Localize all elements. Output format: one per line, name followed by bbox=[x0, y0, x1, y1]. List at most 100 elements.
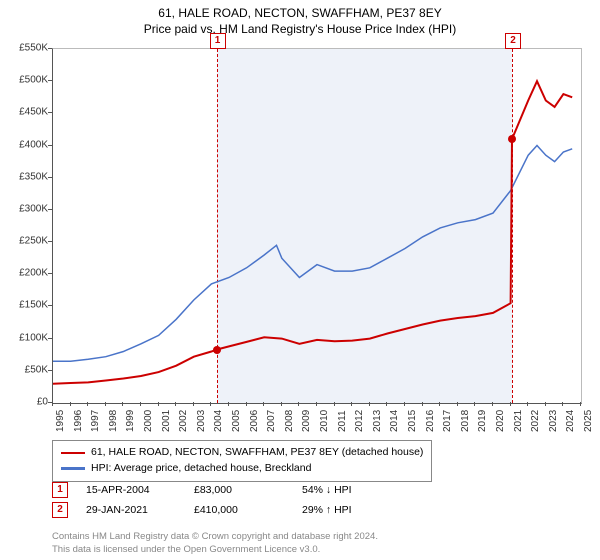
x-tick-mark bbox=[298, 402, 299, 406]
x-tick-label: 2025 bbox=[583, 410, 594, 432]
y-tick-mark bbox=[48, 273, 52, 274]
y-tick-mark bbox=[48, 305, 52, 306]
x-tick-mark bbox=[545, 402, 546, 406]
note-row-1: 2 29-JAN-2021 £410,000 29% ↑ HPI bbox=[52, 502, 572, 518]
y-tick-mark bbox=[48, 48, 52, 49]
note-delta-0: 54% ↓ HPI bbox=[302, 484, 392, 496]
x-tick-mark bbox=[87, 402, 88, 406]
legend-swatch-1 bbox=[61, 467, 85, 470]
y-tick-mark bbox=[48, 112, 52, 113]
x-tick-label: 2019 bbox=[477, 410, 488, 432]
x-tick-label: 2004 bbox=[213, 410, 224, 432]
x-tick-label: 2022 bbox=[530, 410, 541, 432]
x-tick-label: 2007 bbox=[266, 410, 277, 432]
note-date-1: 29-JAN-2021 bbox=[86, 504, 176, 516]
y-tick-mark bbox=[48, 338, 52, 339]
marker-badge-1: 1 bbox=[210, 33, 226, 49]
x-tick-mark bbox=[351, 402, 352, 406]
x-tick-mark bbox=[386, 402, 387, 406]
x-tick-mark bbox=[122, 402, 123, 406]
note-price-1: £410,000 bbox=[194, 504, 284, 516]
y-tick-label: £200K bbox=[4, 268, 48, 279]
x-tick-label: 2018 bbox=[460, 410, 471, 432]
x-tick-label: 2016 bbox=[425, 410, 436, 432]
x-tick-label: 2024 bbox=[565, 410, 576, 432]
notes: 1 15-APR-2004 £83,000 54% ↓ HPI 2 29-JAN… bbox=[52, 482, 572, 522]
y-tick-label: £450K bbox=[4, 107, 48, 118]
x-tick-label: 1996 bbox=[73, 410, 84, 432]
x-tick-mark bbox=[562, 402, 563, 406]
y-tick-mark bbox=[48, 177, 52, 178]
legend-swatch-0 bbox=[61, 452, 85, 455]
note-row-0: 1 15-APR-2004 £83,000 54% ↓ HPI bbox=[52, 482, 572, 498]
x-tick-mark bbox=[175, 402, 176, 406]
x-tick-label: 2020 bbox=[495, 410, 506, 432]
x-tick-mark bbox=[457, 402, 458, 406]
x-tick-label: 2023 bbox=[548, 410, 559, 432]
x-tick-mark bbox=[334, 402, 335, 406]
x-tick-mark bbox=[404, 402, 405, 406]
y-tick-label: £150K bbox=[4, 300, 48, 311]
x-tick-mark bbox=[281, 402, 282, 406]
x-tick-mark bbox=[210, 402, 211, 406]
x-tick-label: 2015 bbox=[407, 410, 418, 432]
legend: 61, HALE ROAD, NECTON, SWAFFHAM, PE37 8E… bbox=[52, 440, 432, 482]
x-tick-mark bbox=[140, 402, 141, 406]
x-tick-mark bbox=[527, 402, 528, 406]
datapoint-1 bbox=[213, 346, 221, 354]
footer-line-1: Contains HM Land Registry data © Crown c… bbox=[52, 531, 378, 543]
plot-area: 1 2 bbox=[52, 48, 582, 404]
footer-line-2: This data is licensed under the Open Gov… bbox=[52, 544, 378, 556]
x-tick-mark bbox=[52, 402, 53, 406]
y-tick-mark bbox=[48, 145, 52, 146]
x-tick-mark bbox=[439, 402, 440, 406]
x-tick-label: 2006 bbox=[249, 410, 260, 432]
note-price-0: £83,000 bbox=[194, 484, 284, 496]
x-tick-label: 2003 bbox=[196, 410, 207, 432]
x-tick-label: 2012 bbox=[354, 410, 365, 432]
x-tick-label: 2017 bbox=[442, 410, 453, 432]
y-tick-mark bbox=[48, 80, 52, 81]
y-tick-label: £300K bbox=[4, 203, 48, 214]
x-tick-label: 2021 bbox=[513, 410, 524, 432]
title-main: 61, HALE ROAD, NECTON, SWAFFHAM, PE37 8E… bbox=[0, 6, 600, 20]
y-tick-label: £550K bbox=[4, 43, 48, 54]
x-tick-label: 2005 bbox=[231, 410, 242, 432]
x-tick-label: 2001 bbox=[161, 410, 172, 432]
y-tick-label: £100K bbox=[4, 332, 48, 343]
note-badge-0: 1 bbox=[52, 482, 68, 498]
legend-row-0: 61, HALE ROAD, NECTON, SWAFFHAM, PE37 8E… bbox=[61, 445, 423, 461]
x-tick-mark bbox=[263, 402, 264, 406]
y-tick-label: £0 bbox=[4, 397, 48, 408]
x-tick-label: 1997 bbox=[90, 410, 101, 432]
x-tick-mark bbox=[492, 402, 493, 406]
y-tick-label: £500K bbox=[4, 75, 48, 86]
x-tick-mark bbox=[474, 402, 475, 406]
x-tick-mark bbox=[510, 402, 511, 406]
x-tick-label: 2014 bbox=[389, 410, 400, 432]
x-tick-label: 2002 bbox=[178, 410, 189, 432]
x-tick-label: 2010 bbox=[319, 410, 330, 432]
y-tick-label: £350K bbox=[4, 171, 48, 182]
x-tick-mark bbox=[369, 402, 370, 406]
x-tick-mark bbox=[193, 402, 194, 406]
x-tick-label: 2013 bbox=[372, 410, 383, 432]
x-tick-mark bbox=[246, 402, 247, 406]
x-tick-label: 2008 bbox=[284, 410, 295, 432]
series-hpi bbox=[53, 146, 572, 362]
x-tick-mark bbox=[70, 402, 71, 406]
y-tick-mark bbox=[48, 209, 52, 210]
x-tick-mark bbox=[316, 402, 317, 406]
x-tick-label: 1999 bbox=[125, 410, 136, 432]
chart-container: 61, HALE ROAD, NECTON, SWAFFHAM, PE37 8E… bbox=[0, 0, 600, 560]
y-tick-label: £400K bbox=[4, 139, 48, 150]
legend-row-1: HPI: Average price, detached house, Brec… bbox=[61, 461, 423, 477]
legend-label-0: 61, HALE ROAD, NECTON, SWAFFHAM, PE37 8E… bbox=[91, 445, 423, 461]
note-date-0: 15-APR-2004 bbox=[86, 484, 176, 496]
x-tick-label: 2011 bbox=[337, 410, 348, 432]
series-price-paid bbox=[53, 81, 572, 384]
x-tick-mark bbox=[422, 402, 423, 406]
y-tick-mark bbox=[48, 241, 52, 242]
x-tick-mark bbox=[105, 402, 106, 406]
titles: 61, HALE ROAD, NECTON, SWAFFHAM, PE37 8E… bbox=[0, 0, 600, 36]
